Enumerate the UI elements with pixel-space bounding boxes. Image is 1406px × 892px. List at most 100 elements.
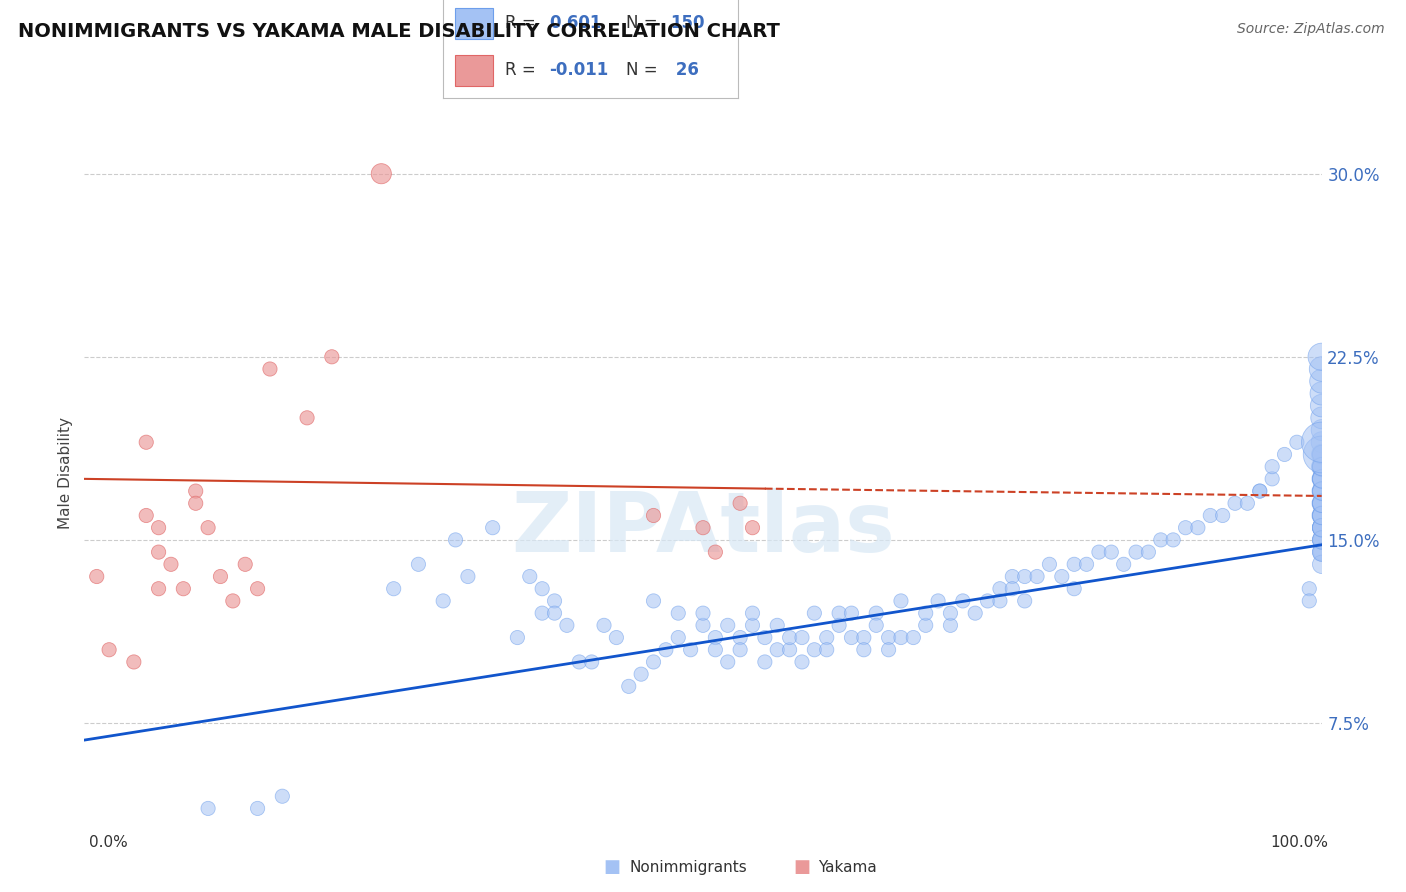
Point: [555, 618, 578, 632]
Point: [519, 569, 541, 583]
Point: [1310, 496, 1333, 510]
Point: [1099, 545, 1122, 559]
Point: [457, 569, 479, 583]
Point: [1310, 484, 1333, 499]
Point: [741, 618, 763, 632]
Point: [1261, 472, 1284, 486]
Point: [1310, 447, 1333, 461]
Point: [148, 545, 170, 559]
Point: [1298, 594, 1320, 608]
Point: [432, 594, 454, 608]
Point: [666, 606, 689, 620]
Point: [643, 508, 665, 523]
Point: [1310, 484, 1333, 499]
Point: [1310, 484, 1333, 499]
Point: [728, 496, 751, 510]
Point: [766, 642, 789, 657]
Point: [1310, 472, 1333, 486]
Point: [865, 606, 887, 620]
Point: [593, 618, 616, 632]
Point: [903, 631, 925, 645]
Point: [1026, 569, 1049, 583]
Point: [1310, 459, 1333, 474]
Point: [1310, 472, 1333, 486]
Point: [370, 167, 392, 181]
Point: [1310, 508, 1333, 523]
Text: N =: N =: [626, 14, 658, 32]
Point: [865, 618, 887, 632]
Point: [841, 631, 863, 645]
Point: [233, 558, 256, 572]
Point: [408, 558, 430, 572]
Point: [531, 606, 554, 620]
Point: [1150, 533, 1173, 547]
Point: [1187, 521, 1209, 535]
Point: [692, 606, 714, 620]
Point: [122, 655, 145, 669]
Point: [988, 582, 1011, 596]
Point: [1298, 582, 1320, 596]
Point: [704, 545, 727, 559]
Point: [704, 642, 727, 657]
Text: -0.011: -0.011: [550, 62, 609, 79]
Point: [779, 642, 801, 657]
Point: [692, 521, 714, 535]
Point: [295, 410, 318, 425]
Text: Yakama: Yakama: [818, 860, 877, 874]
Point: [1001, 569, 1024, 583]
Point: [890, 594, 912, 608]
Point: [927, 594, 949, 608]
Point: [852, 642, 875, 657]
Text: 150: 150: [671, 14, 704, 32]
Point: [728, 642, 751, 657]
Point: [741, 606, 763, 620]
Point: [197, 521, 219, 535]
Point: [271, 789, 294, 804]
Point: [543, 594, 565, 608]
Point: [717, 618, 740, 632]
Point: [643, 655, 665, 669]
Point: [679, 642, 702, 657]
Text: NONIMMIGRANTS VS YAKAMA MALE DISABILITY CORRELATION CHART: NONIMMIGRANTS VS YAKAMA MALE DISABILITY …: [18, 22, 780, 41]
Point: [1001, 582, 1024, 596]
Point: [1161, 533, 1184, 547]
Point: [1310, 374, 1333, 388]
Point: [779, 631, 801, 645]
Point: [172, 582, 194, 596]
Point: [605, 631, 627, 645]
Text: N =: N =: [626, 62, 658, 79]
Point: [444, 533, 467, 547]
Point: [1310, 545, 1333, 559]
Point: [568, 655, 591, 669]
Point: [704, 631, 727, 645]
Point: [1261, 459, 1284, 474]
Point: [1310, 447, 1333, 461]
Point: [1310, 423, 1333, 437]
Point: [1212, 508, 1234, 523]
Point: [939, 618, 962, 632]
Point: [976, 594, 998, 608]
Y-axis label: Male Disability: Male Disability: [58, 417, 73, 529]
Point: [630, 667, 652, 681]
Point: [914, 606, 936, 620]
Point: [246, 582, 269, 596]
Point: [841, 606, 863, 620]
Point: [790, 655, 813, 669]
Point: [717, 655, 740, 669]
Point: [1310, 496, 1333, 510]
Point: [1310, 350, 1333, 364]
Point: [1310, 459, 1333, 474]
Point: [666, 631, 689, 645]
Point: [815, 631, 838, 645]
Point: [197, 801, 219, 815]
Point: [86, 569, 108, 583]
Point: [246, 801, 269, 815]
Text: Source: ZipAtlas.com: Source: ZipAtlas.com: [1237, 22, 1385, 37]
Point: [643, 594, 665, 608]
Text: R =: R =: [505, 14, 536, 32]
Point: [135, 435, 157, 450]
Point: [1310, 533, 1333, 547]
Text: 0.601: 0.601: [550, 14, 602, 32]
Text: 26: 26: [671, 62, 699, 79]
Point: [803, 642, 825, 657]
